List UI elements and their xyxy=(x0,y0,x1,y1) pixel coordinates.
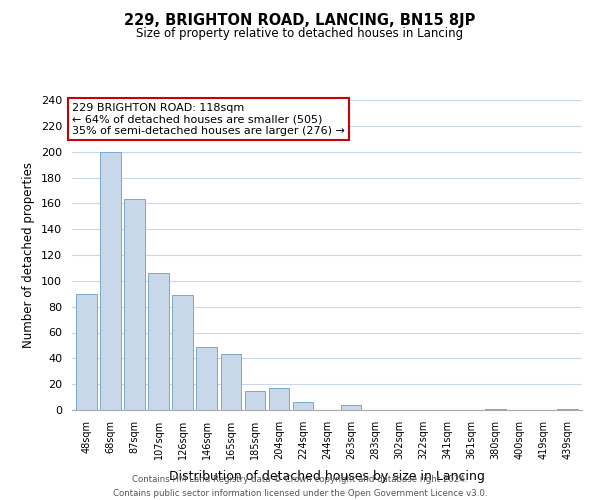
Text: 229 BRIGHTON ROAD: 118sqm
← 64% of detached houses are smaller (505)
35% of semi: 229 BRIGHTON ROAD: 118sqm ← 64% of detac… xyxy=(72,103,345,136)
Bar xyxy=(485,408,506,410)
Bar xyxy=(221,354,241,410)
Bar xyxy=(341,405,361,410)
Bar xyxy=(124,200,145,410)
Bar xyxy=(76,294,97,410)
Bar xyxy=(293,402,313,410)
Text: Contains HM Land Registry data © Crown copyright and database right 2024.
Contai: Contains HM Land Registry data © Crown c… xyxy=(113,476,487,498)
Y-axis label: Number of detached properties: Number of detached properties xyxy=(22,162,35,348)
Text: 229, BRIGHTON ROAD, LANCING, BN15 8JP: 229, BRIGHTON ROAD, LANCING, BN15 8JP xyxy=(124,12,476,28)
Bar xyxy=(269,388,289,410)
Text: Size of property relative to detached houses in Lancing: Size of property relative to detached ho… xyxy=(136,28,464,40)
Bar xyxy=(172,295,193,410)
Bar xyxy=(148,273,169,410)
Bar xyxy=(100,152,121,410)
Bar xyxy=(196,346,217,410)
Bar xyxy=(245,390,265,410)
Bar xyxy=(557,408,578,410)
X-axis label: Distribution of detached houses by size in Lancing: Distribution of detached houses by size … xyxy=(169,470,485,483)
